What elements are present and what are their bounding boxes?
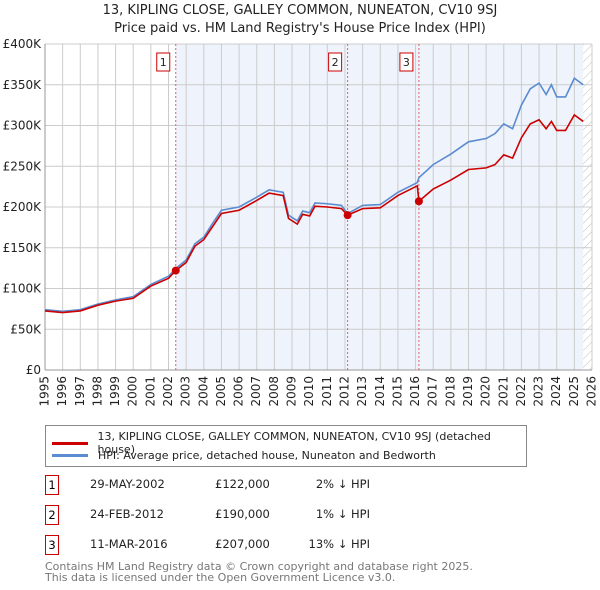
y-tick-label: £100K (3, 282, 43, 296)
sale-hpi-diff: 13% ↓ HPI (308, 537, 370, 551)
x-tick-label: 2002 (161, 376, 175, 407)
chart-subtitle: Price paid vs. HM Land Registry's House … (114, 21, 486, 36)
y-tick-label: £200K (3, 200, 43, 214)
legend-swatch-blue (52, 454, 88, 457)
x-tick-label: 2022 (514, 376, 528, 407)
x-tick-label: 2003 (179, 376, 193, 407)
x-tick-label: 2006 (232, 376, 246, 407)
x-tick-label: 2010 (302, 376, 316, 407)
sale-label-box (399, 52, 414, 72)
y-tick-label: £250K (3, 159, 43, 173)
footer-line-2: This data is licensed under the Open Gov… (45, 571, 396, 584)
legend-swatch-red (52, 441, 88, 445)
legend-label: 13, KIPLING CLOSE, GALLEY COMMON, NUNEAT… (97, 430, 491, 456)
sale-label: 1 (160, 56, 167, 69)
x-tick-label: 2008 (267, 376, 281, 407)
x-tick-label: 2007 (249, 376, 263, 407)
x-tick-label: 2014 (373, 376, 387, 407)
x-tick-label: 2015 (390, 376, 404, 407)
x-tick-label: 2019 (461, 376, 475, 407)
x-tick-label: 2016 (408, 376, 422, 407)
chart-title: 13, KIPLING CLOSE, GALLEY COMMON, NUNEAT… (102, 3, 498, 18)
x-tick-label: 2013 (355, 376, 369, 407)
sale-price: £190,000 (215, 507, 270, 521)
x-tick-label: 2011 (320, 376, 334, 407)
sale-date: 11-MAR-2016 (90, 537, 168, 551)
plot: 1995 1996 1997 1998 1999 2000 2001 2002 2003 2004… (3, 37, 599, 407)
x-tick-label: 2023 (532, 376, 546, 407)
y-tick-label: £50K (10, 322, 42, 336)
sale-price: £122,000 (215, 477, 270, 491)
x-tick-label: 2001 (143, 376, 157, 407)
footer: Contains HM Land Registry data © Crown c… (45, 561, 473, 583)
x-tick-label: 2004 (196, 376, 210, 407)
x-tick-label: 2000 (126, 376, 140, 407)
sale-hpi-diff: 2% ↓ HPI (315, 477, 370, 491)
x-tick-label: 2025 (567, 376, 581, 407)
legend-label: HPI: Average price, detached house, Nune… (98, 449, 436, 462)
sale-number: 1 (45, 475, 59, 495)
x-tick-label: 2017 (426, 376, 440, 407)
x-tick-label: 2012 (337, 376, 351, 407)
y-tick-label: £0 (26, 363, 41, 377)
legend: 13, KIPLING CLOSE, GALLEY COMMON, NUNEAT… (45, 425, 527, 467)
sale-date: 29-MAY-2002 (90, 477, 165, 491)
sale-price: £207,000 (215, 537, 270, 551)
footer-line-1: Contains HM Land Registry data © Crown c… (45, 560, 473, 573)
x-tick-label: 1998 (90, 376, 104, 407)
sale-label: 2 (332, 56, 339, 69)
x-tick-label: 1996 (55, 376, 69, 407)
x-tick-label: 2018 (443, 376, 457, 407)
y-tick-label: £150K (3, 241, 43, 255)
y-tick-label: £350K (3, 78, 43, 92)
x-tick-label: 1995 (38, 376, 52, 407)
x-tick-label: 1999 (108, 376, 122, 407)
x-tick-label: 2005 (214, 376, 228, 407)
sale-label: 3 (403, 56, 410, 69)
x-tick-label: 2024 (549, 376, 563, 407)
legend-item-hpi: HPI: Average price, detached house, Nune… (52, 449, 436, 462)
sale-point (171, 266, 180, 275)
x-tick-label: 2009 (285, 376, 299, 407)
sale-date: 24-FEB-2012 (90, 507, 164, 521)
x-tick-label: 1997 (73, 376, 87, 407)
x-tick-label: 2020 (479, 376, 493, 407)
sale-label-box (156, 52, 171, 72)
y-tick-label: £300K (3, 119, 43, 133)
x-tick-label: 2021 (496, 376, 510, 407)
sale-number: 3 (45, 535, 59, 555)
sale-number: 2 (45, 505, 59, 525)
x-tick-label: 2026 (585, 376, 599, 407)
y-tick-label: £400K (3, 37, 43, 51)
sale-point (343, 211, 352, 220)
sale-point (414, 197, 423, 206)
sale-label-box (328, 52, 343, 72)
sale-hpi-diff: 1% ↓ HPI (315, 507, 370, 521)
legend-item-property: 13, KIPLING CLOSE, GALLEY COMMON, NUNEAT… (52, 430, 526, 456)
